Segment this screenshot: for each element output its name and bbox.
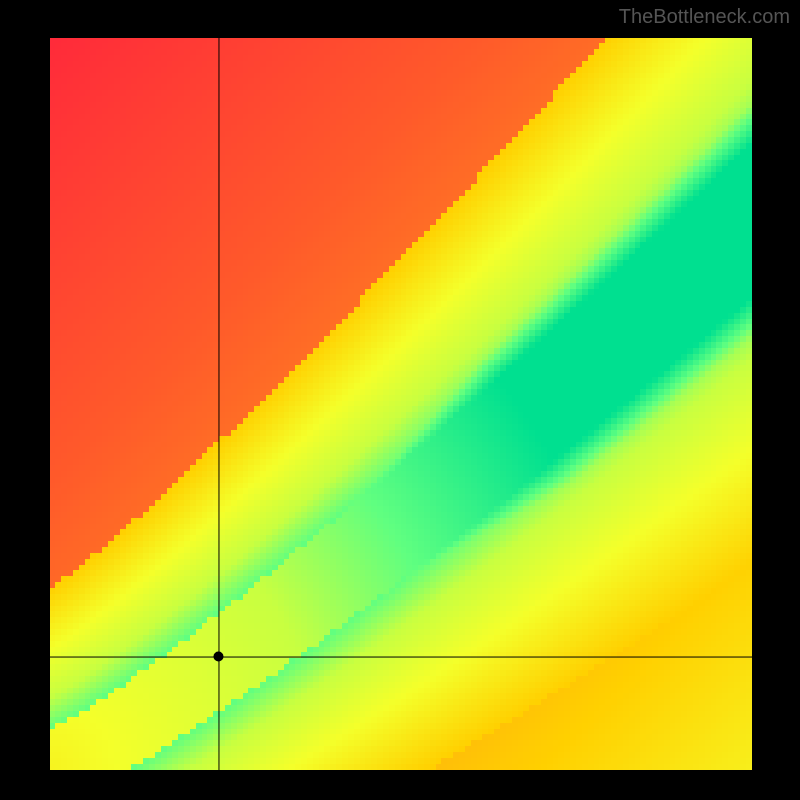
plot-frame: [0, 0, 800, 800]
chart-container: TheBottleneck.com: [0, 0, 800, 800]
watermark-text: TheBottleneck.com: [619, 6, 790, 29]
heatmap-canvas: [50, 38, 752, 770]
